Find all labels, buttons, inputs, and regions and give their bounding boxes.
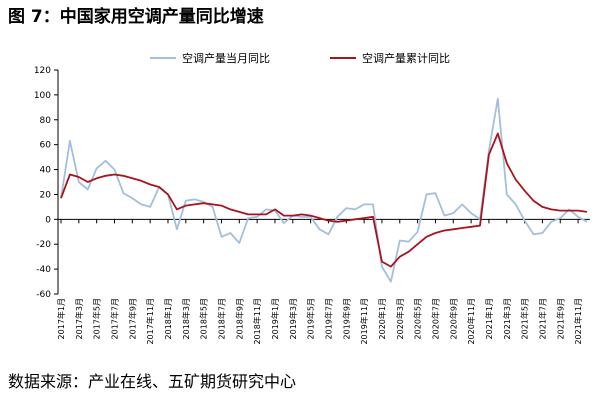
- y-tick-label: 120: [34, 66, 51, 76]
- chart-title: 图 7：中国家用空调产量同比增速: [8, 7, 264, 27]
- x-tick-label: 2019年3月: [288, 298, 298, 339]
- series-monthly-yoy-line: [60, 97, 588, 283]
- x-tick-label: 2018年5月: [199, 298, 209, 339]
- series-cumulative-yoy-line: [60, 132, 588, 268]
- x-tick-label: 2017年9月: [127, 298, 137, 339]
- x-tick-label: 2020年1月: [377, 298, 387, 339]
- x-tick-label: 2017年7月: [109, 298, 119, 339]
- y-tick-label: -60: [36, 290, 51, 300]
- x-tick-label: 2018年1月: [163, 298, 173, 339]
- x-tick-label: 2018年11月: [252, 298, 262, 345]
- x-tick-label: 2018年7月: [216, 298, 226, 339]
- y-tick-label: -20: [36, 240, 51, 250]
- data-source-note: 数据来源：产业在线、五矿期货研究中心: [8, 372, 297, 391]
- legend: 空调产量当月同比 空调产量累计同比: [150, 51, 450, 65]
- x-tick-label: 2017年11月: [145, 298, 155, 345]
- legend-label-monthly: 空调产量当月同比: [182, 51, 270, 65]
- x-tick-label: 2020年7月: [430, 298, 440, 339]
- x-tick-label: 2017年1月: [56, 298, 66, 339]
- x-tick-label: 2021年3月: [502, 298, 512, 339]
- y-tick-label: 0: [45, 215, 51, 225]
- x-tick-label: 2021年1月: [484, 298, 494, 339]
- x-tick-label: 2018年9月: [234, 298, 244, 339]
- x-tick-label: 2020年9月: [448, 298, 458, 339]
- x-tick-label: 2018年3月: [181, 298, 191, 339]
- series-lines: [60, 97, 588, 283]
- x-tick-label: 2021年7月: [537, 298, 547, 339]
- x-tick-label: 2019年5月: [306, 298, 316, 339]
- x-tick-label: 2019年11月: [359, 298, 369, 345]
- legend-label-cumulative: 空调产量累计同比: [362, 51, 450, 65]
- y-axis: -60 -40 -20 0 20 40 60 80 100 120: [34, 66, 59, 300]
- y-tick-label: 100: [34, 91, 51, 101]
- x-tick-label: 2021年9月: [555, 298, 565, 339]
- x-tick-label: 2020年3月: [395, 298, 405, 339]
- y-tick-label: 80: [40, 116, 52, 126]
- y-tick-label: -40: [36, 265, 51, 275]
- x-tick-label: 2017年5月: [92, 298, 102, 339]
- x-tick-label: 2019年1月: [270, 298, 280, 339]
- x-tick-label: 2019年9月: [341, 298, 351, 339]
- x-tick-label: 2020年11月: [466, 298, 476, 345]
- x-axis: 2017年1月 2017年3月 2017年5月 2017年7月 2017年9月 2017年…: [56, 218, 590, 345]
- x-tick-label: 2019年7月: [323, 298, 333, 339]
- y-tick-label: 60: [40, 141, 52, 151]
- x-tick-label: 2021年11月: [573, 298, 583, 345]
- y-tick-label: 20: [40, 190, 52, 200]
- x-tick-label: 2020年5月: [413, 298, 423, 339]
- x-tick-label: 2021年5月: [520, 298, 530, 339]
- x-tick-label: 2017年3月: [74, 298, 84, 339]
- y-tick-label: 40: [40, 166, 52, 176]
